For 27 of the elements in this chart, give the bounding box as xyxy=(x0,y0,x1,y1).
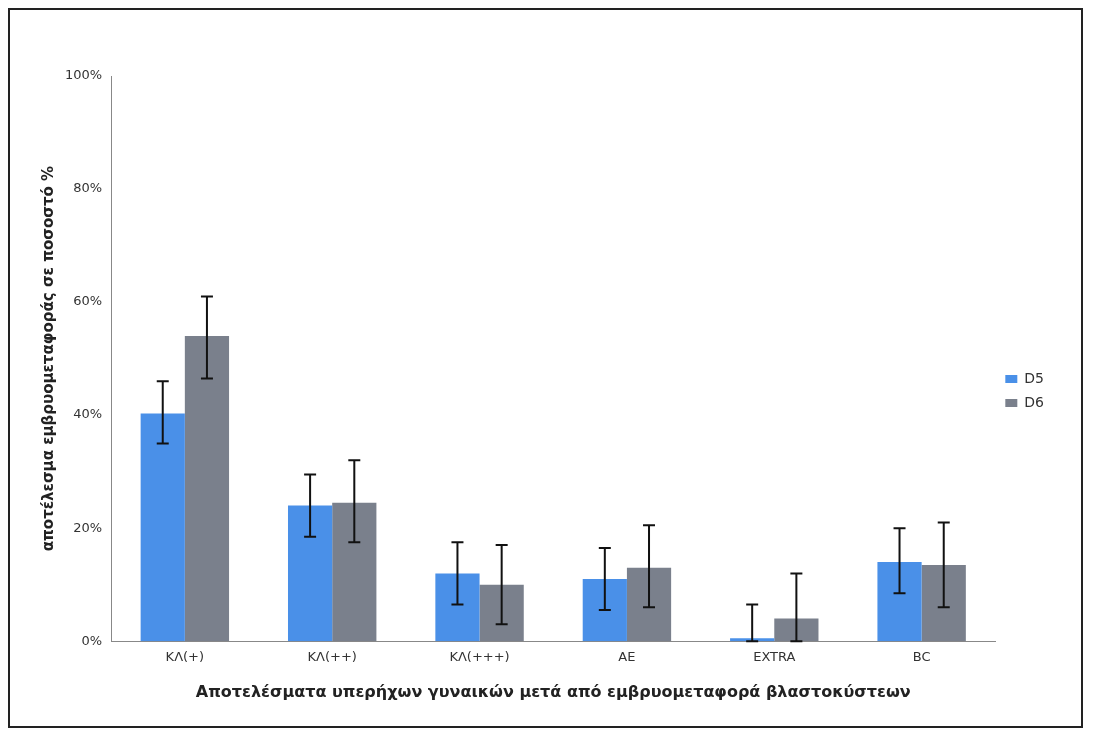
y-tick-label: 100% xyxy=(64,67,103,83)
bar xyxy=(140,413,185,642)
x-tick-label: BC xyxy=(912,649,931,665)
bar xyxy=(288,505,333,642)
bar xyxy=(435,573,480,642)
x-axis-title: Αποτελέσματα υπερήχων γυναικών μετά από εμβρυομεταφορά βλαστοκύστεων xyxy=(195,681,911,701)
x-tick-label: EXTRA xyxy=(753,649,796,665)
x-tick-label: ΚΛ(++) xyxy=(307,649,357,665)
x-tick-label: ΚΛ(+) xyxy=(165,649,205,665)
bar xyxy=(582,579,627,642)
bar xyxy=(877,562,922,642)
y-tick-label: 20% xyxy=(73,519,103,535)
legend-label: D5 xyxy=(1024,369,1044,386)
bar xyxy=(332,502,377,642)
x-tick-label: ΑΕ xyxy=(618,649,636,665)
bar xyxy=(774,618,819,642)
y-tick-label: 40% xyxy=(73,406,103,422)
bar xyxy=(626,567,672,642)
bar xyxy=(184,335,230,642)
bar xyxy=(921,564,966,642)
y-tick-label: 80% xyxy=(73,180,103,196)
bar xyxy=(479,584,524,642)
y-axis-title: αποτέλεσμα εμβρυομεταφοράς σε ποσοστό % xyxy=(38,165,57,552)
legend-label: D6 xyxy=(1024,393,1045,410)
y-tick-label: 0% xyxy=(81,632,103,648)
x-tick-label: ΚΛ(+++) xyxy=(449,649,510,665)
y-tick-label: 60% xyxy=(73,293,103,309)
